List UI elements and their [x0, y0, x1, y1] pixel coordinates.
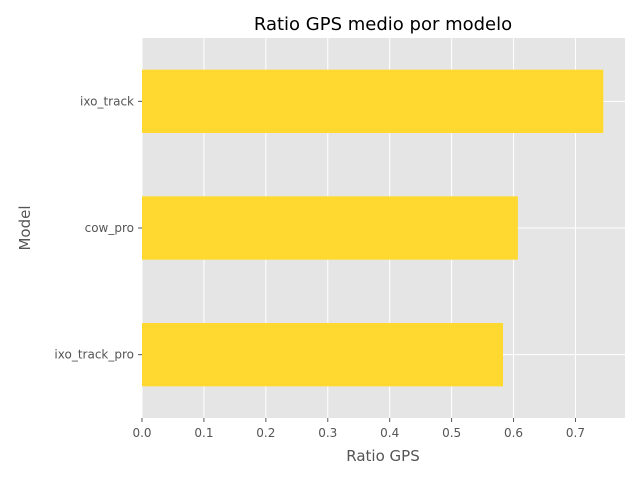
x-axis-label: Ratio GPS — [346, 447, 419, 465]
bars — [142, 69, 604, 387]
y-ticks: ixo_track cow_pro ixo_track_pro — [54, 94, 142, 362]
x-tick-label: 0.4 — [380, 426, 399, 440]
x-tick-label: 0.1 — [194, 426, 213, 440]
x-tick-label: 0.2 — [256, 426, 275, 440]
chart-title: Ratio GPS medio por modelo — [254, 14, 512, 35]
x-tick-label: 0.5 — [442, 426, 461, 440]
x-ticks: 0.0 0.1 0.2 0.3 0.4 0.5 0.6 0.7 — [132, 418, 585, 440]
y-tick-label: ixo_track_pro — [54, 348, 134, 362]
x-tick-label: 0.0 — [132, 426, 151, 440]
y-axis-label: Model — [16, 205, 34, 250]
bar-ixo_track_pro — [142, 323, 504, 387]
y-tick-label: cow_pro — [85, 221, 134, 235]
y-tick-label: ixo_track — [80, 94, 134, 108]
bar-ixo_track — [142, 69, 604, 133]
x-tick-label: 0.3 — [318, 426, 337, 440]
bar-cow_pro — [142, 196, 518, 260]
x-tick-label: 0.7 — [566, 426, 585, 440]
x-tick-label: 0.6 — [504, 426, 523, 440]
